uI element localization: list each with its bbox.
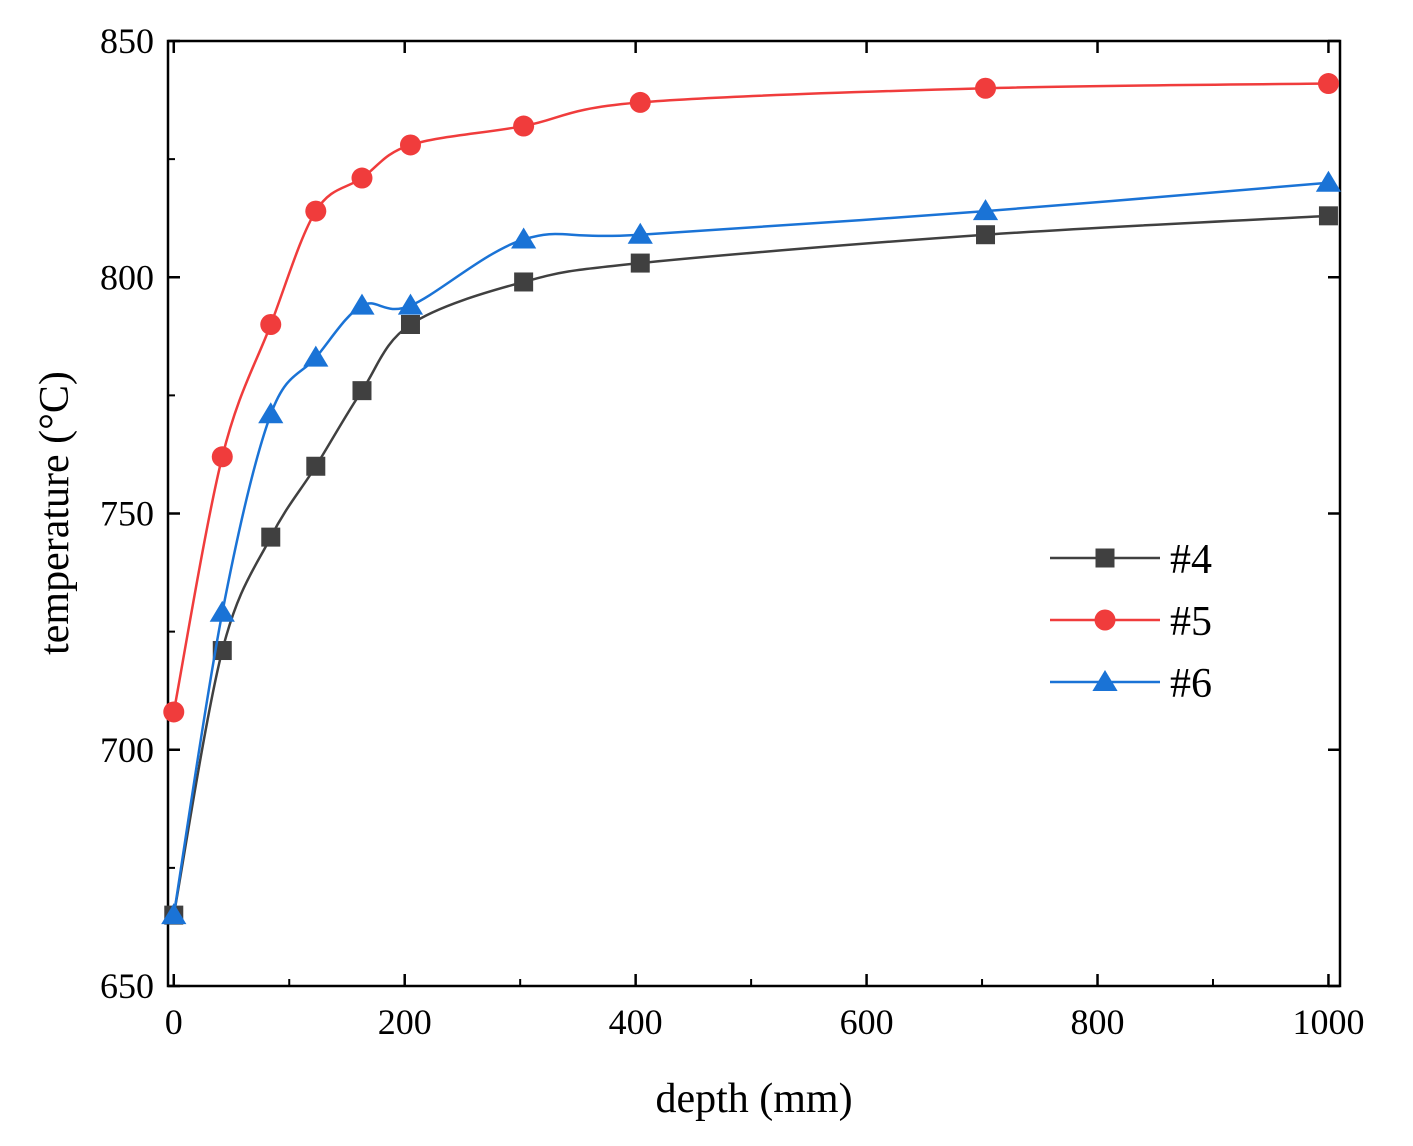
y-tick-label: 850 xyxy=(100,21,154,61)
data-point xyxy=(399,134,421,156)
legend-marker xyxy=(1095,548,1115,568)
plot-frame xyxy=(166,39,1342,988)
data-point xyxy=(163,701,185,723)
y-tick-label: 700 xyxy=(100,730,154,770)
data-point xyxy=(975,77,997,99)
series-4 xyxy=(164,206,1338,925)
data-point xyxy=(1315,170,1342,192)
data-point xyxy=(511,227,537,249)
legend-item: #5 xyxy=(1050,599,1212,645)
data-point xyxy=(161,903,187,925)
x-axis-title: depth (mm) xyxy=(655,1076,852,1122)
data-point xyxy=(349,293,375,315)
legend: #4 #5 #6 xyxy=(1050,537,1212,707)
data-point xyxy=(212,641,232,661)
x-tick-label: 0 xyxy=(165,1002,183,1042)
series-6 xyxy=(161,170,1342,925)
legend-marker xyxy=(1092,670,1118,691)
data-point xyxy=(261,527,281,547)
series-line xyxy=(172,181,1329,916)
data-point xyxy=(972,199,999,221)
series-line xyxy=(172,82,1329,713)
data-point xyxy=(258,402,284,424)
data-point xyxy=(630,253,650,273)
data-point xyxy=(1318,206,1338,226)
y-axis-title: temperature (°C) xyxy=(32,371,78,655)
legend-label: #6 xyxy=(1170,661,1212,707)
y-axis: 650 700 750 800 850 xyxy=(100,21,1340,1006)
data-point xyxy=(513,115,535,137)
data-point xyxy=(211,446,233,468)
legend-item: #4 xyxy=(1050,537,1212,583)
data-point xyxy=(629,91,651,113)
data-point xyxy=(260,314,282,335)
legend-marker xyxy=(1094,609,1116,631)
data-point xyxy=(1317,73,1339,95)
data-point xyxy=(209,600,235,622)
data-point xyxy=(976,225,996,245)
data-point xyxy=(306,456,326,476)
y-tick-label: 750 xyxy=(100,494,154,534)
legend-label: #5 xyxy=(1170,599,1212,645)
data-point xyxy=(397,293,424,315)
data-point xyxy=(351,167,373,189)
data-point xyxy=(627,222,653,244)
y-tick-label: 800 xyxy=(100,257,154,297)
x-tick-label: 200 xyxy=(378,1002,432,1042)
x-tick-label: 800 xyxy=(1071,1002,1125,1042)
legend-item: #6 xyxy=(1050,661,1212,707)
x-axis: 0 200 400 600 800 1000 xyxy=(165,41,1364,1042)
data-point xyxy=(305,200,327,222)
data-point xyxy=(400,315,420,334)
series-line xyxy=(172,214,1329,916)
series-5 xyxy=(163,73,1339,723)
data-point xyxy=(303,345,329,367)
x-tick-label: 1000 xyxy=(1292,1002,1364,1042)
x-tick-label: 400 xyxy=(609,1002,663,1042)
y-tick-label: 650 xyxy=(100,966,154,1006)
legend-label: #4 xyxy=(1170,537,1212,583)
data-point xyxy=(514,272,534,292)
data-point xyxy=(352,381,372,401)
series-layer xyxy=(161,73,1342,925)
x-tick-label: 600 xyxy=(840,1002,894,1042)
